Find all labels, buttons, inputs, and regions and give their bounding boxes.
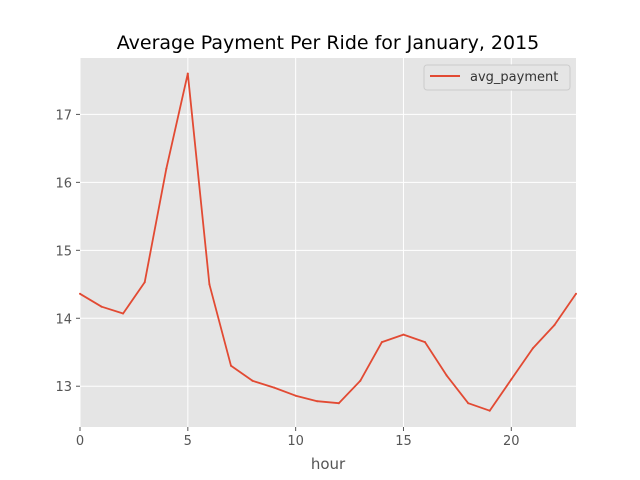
data-point bbox=[251, 379, 254, 382]
data-point bbox=[553, 324, 556, 327]
series-line-avg-payment bbox=[79, 72, 577, 412]
y-tick-label: 13 bbox=[55, 380, 72, 395]
x-tick-label: 10 bbox=[287, 434, 304, 449]
grid-lines bbox=[79, 58, 576, 427]
data-point bbox=[316, 400, 319, 403]
data-point bbox=[337, 402, 340, 405]
x-tick-label: 15 bbox=[395, 434, 412, 449]
data-point bbox=[273, 386, 276, 389]
data-point bbox=[424, 341, 426, 344]
data-point bbox=[510, 378, 513, 381]
data-point bbox=[380, 341, 383, 344]
data-point bbox=[79, 292, 81, 295]
data-point bbox=[100, 305, 103, 308]
data-point bbox=[230, 364, 232, 367]
data-point bbox=[467, 402, 470, 405]
axis-ticks: 0 5 10 15 20 13 14 15 16 17 bbox=[55, 108, 519, 449]
x-tick-label: 20 bbox=[503, 434, 520, 449]
legend-box bbox=[423, 64, 571, 91]
legend-label-avg-payment: avg_payment bbox=[470, 70, 558, 85]
data-point bbox=[208, 283, 211, 286]
y-tick-label: 14 bbox=[55, 312, 72, 327]
data-point bbox=[186, 72, 189, 75]
data-point bbox=[531, 347, 534, 350]
data-point bbox=[488, 409, 491, 412]
x-tick-label: 0 bbox=[76, 434, 84, 449]
x-tick-label: 5 bbox=[184, 434, 192, 449]
data-point bbox=[402, 333, 405, 336]
data-point bbox=[122, 312, 125, 315]
legend: avg_payment bbox=[423, 64, 571, 91]
data-point bbox=[143, 281, 146, 284]
series-layer bbox=[79, 72, 577, 412]
data-point bbox=[359, 379, 362, 382]
data-point bbox=[294, 394, 297, 397]
y-tick-label: 15 bbox=[55, 244, 72, 259]
data-point bbox=[575, 292, 577, 295]
data-point bbox=[165, 167, 168, 170]
data-point bbox=[445, 374, 448, 377]
chart-title: Average Payment Per Ride for January, 20… bbox=[117, 32, 540, 54]
plot-area bbox=[80, 58, 576, 427]
y-tick-label: 17 bbox=[55, 108, 72, 123]
y-tick-label: 16 bbox=[55, 176, 72, 191]
x-axis-label: hour bbox=[311, 455, 346, 473]
